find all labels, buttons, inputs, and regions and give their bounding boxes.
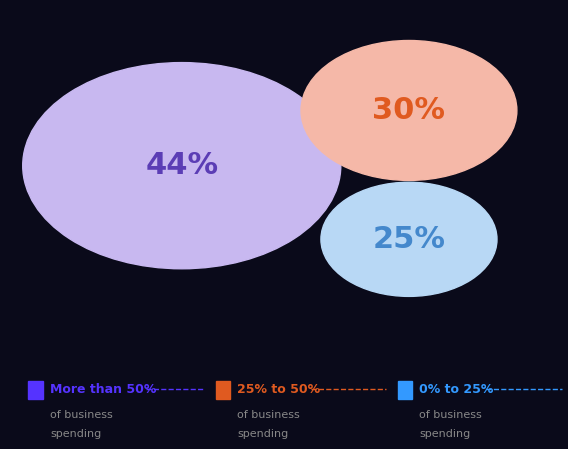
Text: More than 50%: More than 50% (50, 383, 156, 396)
Text: 44%: 44% (145, 151, 218, 180)
FancyBboxPatch shape (216, 381, 230, 399)
FancyBboxPatch shape (398, 381, 412, 399)
Text: 30%: 30% (373, 96, 445, 125)
Circle shape (23, 62, 341, 269)
Text: 0% to 25%: 0% to 25% (419, 383, 494, 396)
Circle shape (301, 40, 517, 180)
Text: spending: spending (50, 429, 101, 440)
Text: 25%: 25% (373, 225, 445, 254)
Text: spending: spending (419, 429, 470, 440)
Text: spending: spending (237, 429, 289, 440)
FancyBboxPatch shape (28, 381, 43, 399)
Circle shape (321, 182, 497, 296)
Text: of business: of business (419, 410, 482, 420)
Text: 25% to 50%: 25% to 50% (237, 383, 320, 396)
Text: of business: of business (237, 410, 300, 420)
Text: of business: of business (50, 410, 112, 420)
